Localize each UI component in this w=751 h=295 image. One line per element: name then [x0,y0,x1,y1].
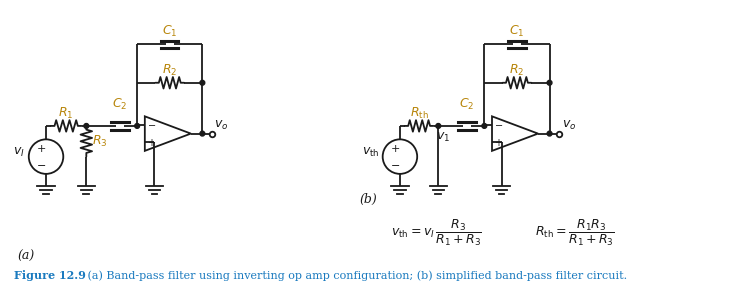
Circle shape [436,124,441,128]
Text: $v_o$: $v_o$ [214,119,229,132]
Circle shape [200,80,205,85]
Text: $v_1$: $v_1$ [436,131,450,144]
Text: +: + [37,144,46,154]
Circle shape [134,124,140,128]
Text: $-$: $-$ [36,159,47,169]
Text: +: + [391,144,400,154]
Text: $R_2$: $R_2$ [509,63,525,78]
Text: $C_1$: $C_1$ [162,23,177,39]
Text: $v_I$: $v_I$ [14,146,25,159]
Circle shape [482,124,487,128]
Text: $R_1$: $R_1$ [59,106,74,121]
Text: $v_o$: $v_o$ [562,119,576,132]
Text: $C_2$: $C_2$ [460,97,475,112]
Text: $+$: $+$ [494,137,503,148]
Text: $+$: $+$ [147,137,156,148]
Text: $R_{\mathrm{th}} = \dfrac{R_1 R_3}{R_1 + R_3}$: $R_{\mathrm{th}} = \dfrac{R_1 R_3}{R_1 +… [535,218,615,248]
Text: (b): (b) [360,193,378,206]
Text: (a): (a) [17,250,35,263]
Circle shape [200,131,205,136]
Text: $-$: $-$ [147,120,156,130]
Circle shape [547,80,552,85]
Text: $-$: $-$ [390,159,400,169]
Text: $-$: $-$ [494,120,503,130]
Text: $R_2$: $R_2$ [162,63,177,78]
Circle shape [84,124,89,128]
Text: $C_2$: $C_2$ [112,97,128,112]
Text: $R_{\mathrm{th}}$: $R_{\mathrm{th}}$ [410,106,429,121]
Text: $R_3$: $R_3$ [92,134,107,149]
Text: (a) Band-pass filter using inverting op amp configuration; (b) simplified band-p: (a) Band-pass filter using inverting op … [84,271,628,281]
Text: $C_1$: $C_1$ [509,23,525,39]
Text: Figure 12.9: Figure 12.9 [14,270,86,281]
Text: $v_{\mathrm{th}}$: $v_{\mathrm{th}}$ [363,146,380,159]
Text: $v_{\mathrm{th}} = v_I \, \dfrac{R_3}{R_1 + R_3}$: $v_{\mathrm{th}} = v_I \, \dfrac{R_3}{R_… [391,218,482,248]
Circle shape [547,131,552,136]
